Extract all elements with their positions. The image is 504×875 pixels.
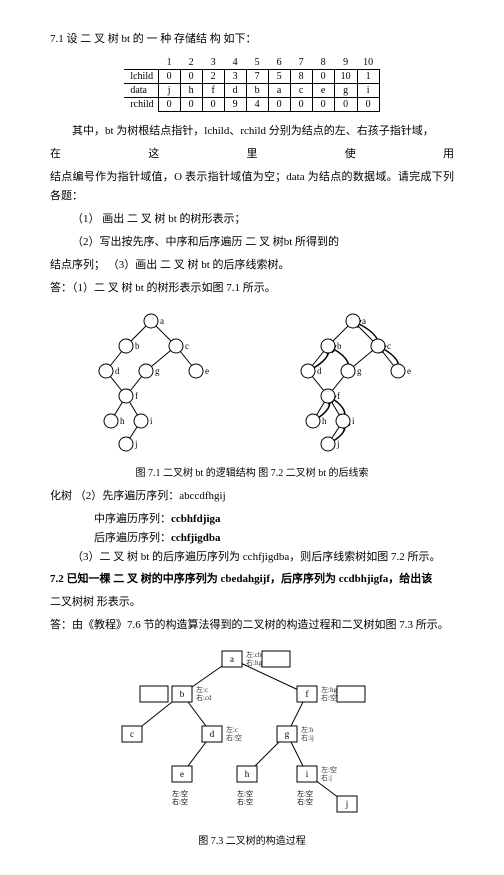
svg-text:右:空: 右:空 xyxy=(226,733,242,742)
svg-text:左:空: 左:空 xyxy=(321,765,337,774)
svg-text:左:c: 左:c xyxy=(196,685,208,694)
seq1-label: 中序遍历序列： xyxy=(94,513,171,525)
seq-mid: 中序遍历序列：ccbhfdjiga xyxy=(94,510,454,529)
p72: 7.2 已知一棵 二 叉 树的中序序列为 cbedahgijf，后序序列为 cc… xyxy=(50,570,454,590)
p1b-1: 在 xyxy=(50,145,61,165)
tree-7-2: a b c d e f g h i j xyxy=(273,306,433,456)
svg-text:b: b xyxy=(180,689,185,699)
svg-text:f: f xyxy=(337,391,340,401)
svg-text:b: b xyxy=(337,341,342,351)
p1b-5: 用 xyxy=(443,145,454,165)
svg-text:右:空: 右:空 xyxy=(172,797,188,806)
svg-text:d: d xyxy=(210,729,215,739)
svg-text:e: e xyxy=(205,366,209,376)
svg-text:j: j xyxy=(134,439,138,449)
svg-text:e: e xyxy=(180,769,184,779)
svg-text:右:空: 右:空 xyxy=(297,797,313,806)
svg-text:c: c xyxy=(387,341,391,351)
svg-text:c: c xyxy=(185,341,189,351)
svg-text:e: e xyxy=(407,366,411,376)
construction-tree: a左:cbcd右:hgijfb左:c右:cdf左:hgij右:空cd左:c右:空… xyxy=(50,644,454,824)
q3a: 结点序列； （3）画出 二 叉 树 bt 的后序线索树。 xyxy=(50,256,454,276)
svg-text:右:空: 右:空 xyxy=(321,693,337,702)
svg-text:右:空: 右:空 xyxy=(237,797,253,806)
seq-post: 后序遍历序列：cchfjigdba xyxy=(94,529,454,548)
svg-text:i: i xyxy=(352,416,355,426)
svg-text:左:h: 左:h xyxy=(301,725,314,734)
svg-text:j: j xyxy=(345,799,349,809)
svg-text:右:ij: 右:ij xyxy=(301,733,314,742)
section-heading: 7.1 设 二 叉 树 bt 的 一 种 存储结 构 如下： xyxy=(50,30,454,46)
seq1-val: ccbhfdjiga xyxy=(171,513,221,525)
q3b: （3）二 叉 树 bt 的后序遍历序列为 cchfjigdba，则后序线索树如图… xyxy=(50,548,454,568)
svg-text:a: a xyxy=(230,654,234,664)
svg-text:g: g xyxy=(357,366,362,376)
seq-header: 化树 （2）先序遍历序列：abccdfhgij xyxy=(50,487,454,507)
svg-text:h: h xyxy=(245,769,250,779)
svg-text:i: i xyxy=(150,416,153,426)
svg-text:右:cd: 右:cd xyxy=(196,693,212,702)
q1: （1） 画出 二 叉 树 bt 的树形表示； xyxy=(50,210,454,230)
p72-text: 7.2 已知一棵 二 叉 树的中序序列为 cbedahgijf，后序序列为 cc… xyxy=(50,573,432,585)
svg-text:d: d xyxy=(115,366,120,376)
svg-text:h: h xyxy=(322,416,327,426)
svg-text:f: f xyxy=(306,689,309,699)
svg-text:左:空: 左:空 xyxy=(297,789,313,798)
svg-text:a: a xyxy=(362,316,366,326)
seq2-val: cchfjigdba xyxy=(171,532,221,544)
para-1c: 结点编号作为指针域值，O 表示指针域值为空；data 为结点的数据域。请完成下列… xyxy=(50,168,454,208)
q2: （2）写出按先序、中序和后序遍历 二 叉 树bt 所得到的 xyxy=(50,233,454,253)
ans1: 答：（1）二 叉 树 bt 的树形表示如图 7.1 所示。 xyxy=(50,279,454,299)
caption-1: 图 7.1 二叉树 bt 的逻辑结构 图 7.2 二叉树 bt 的后线索 xyxy=(50,464,454,479)
svg-text:h: h xyxy=(120,416,125,426)
svg-text:c: c xyxy=(130,729,134,739)
svg-text:a: a xyxy=(160,316,164,326)
svg-text:b: b xyxy=(135,341,140,351)
svg-text:j: j xyxy=(336,439,340,449)
svg-text:左:空: 左:空 xyxy=(172,789,188,798)
caption-3: 图 7.3 二叉树的构造过程 xyxy=(50,832,454,847)
para-1b: 在 这 里 使 用 xyxy=(50,145,454,165)
p1b-2: 这 xyxy=(148,145,159,165)
ans2: 答：由《教程》7.6 节的构造算法得到的二叉树的构造过程和二叉树如图 7.3 所… xyxy=(50,616,454,636)
para-1a: 其中，bt 为树根结点指针，lchild、rchild 分别为结点的左、右孩子指… xyxy=(50,122,454,142)
svg-text:右:j: 右:j xyxy=(321,773,332,782)
p72b: 二叉树树 形表示。 xyxy=(50,593,454,613)
storage-table: 12345678910 lchild00237580101datajhfdbac… xyxy=(124,56,379,112)
svg-text:左:c: 左:c xyxy=(226,725,238,734)
figure-row: a b c d e f g h i j a b c d e f g h i j xyxy=(50,306,454,456)
svg-text:f: f xyxy=(135,391,138,401)
seq2-label: 后序遍历序列： xyxy=(94,532,171,544)
svg-text:d: d xyxy=(317,366,322,376)
p1b-3: 里 xyxy=(247,145,258,165)
p1b-4: 使 xyxy=(345,145,356,165)
svg-text:g: g xyxy=(285,729,290,739)
svg-text:左:空: 左:空 xyxy=(237,789,253,798)
svg-text:g: g xyxy=(155,366,160,376)
tree-7-1: a b c d e f g h i j xyxy=(71,306,231,456)
